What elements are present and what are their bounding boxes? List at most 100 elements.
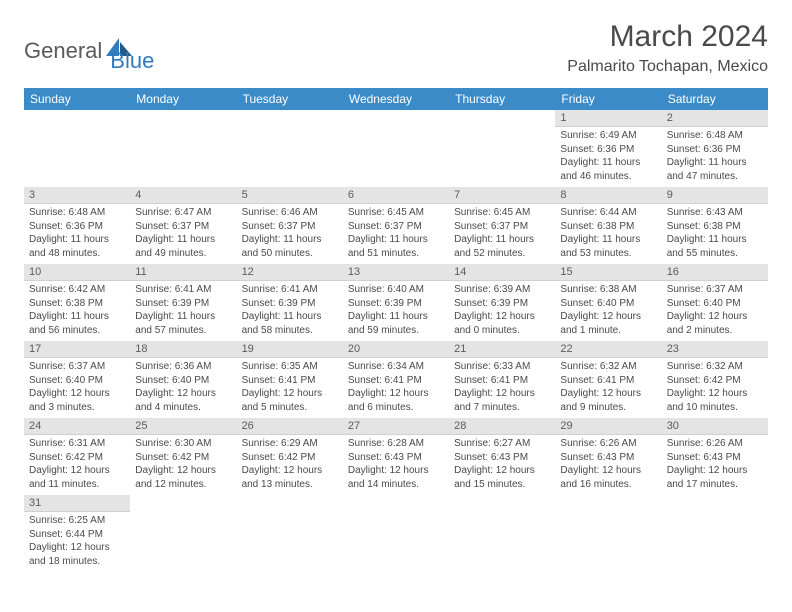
sunrise-line: Sunrise: 6:33 AM	[454, 360, 550, 374]
sunrise-line: Sunrise: 6:27 AM	[454, 437, 550, 451]
daylight-line: Daylight: 12 hours and 5 minutes.	[242, 387, 338, 414]
day-number-cell: 27	[343, 418, 449, 435]
sunset-line: Sunset: 6:41 PM	[560, 374, 656, 388]
day-body-row: Sunrise: 6:49 AMSunset: 6:36 PMDaylight:…	[24, 127, 768, 188]
sunrise-line: Sunrise: 6:40 AM	[348, 283, 444, 297]
sunset-line: Sunset: 6:43 PM	[560, 451, 656, 465]
daylight-line: Daylight: 12 hours and 10 minutes.	[667, 387, 763, 414]
day-body-cell: Sunrise: 6:27 AMSunset: 6:43 PMDaylight:…	[449, 435, 555, 496]
month-title: March 2024	[567, 20, 768, 54]
day-number-cell: 17	[24, 341, 130, 358]
day-body-cell: Sunrise: 6:46 AMSunset: 6:37 PMDaylight:…	[237, 204, 343, 265]
sunrise-line: Sunrise: 6:38 AM	[560, 283, 656, 297]
daylight-line: Daylight: 12 hours and 3 minutes.	[29, 387, 125, 414]
sunrise-line: Sunrise: 6:32 AM	[667, 360, 763, 374]
daylight-line: Daylight: 11 hours and 49 minutes.	[135, 233, 231, 260]
sunset-line: Sunset: 6:41 PM	[242, 374, 338, 388]
sunrise-line: Sunrise: 6:46 AM	[242, 206, 338, 220]
day-number-cell: 18	[130, 341, 236, 358]
sunset-line: Sunset: 6:40 PM	[29, 374, 125, 388]
day-number-cell: 3	[24, 187, 130, 204]
sunset-line: Sunset: 6:42 PM	[29, 451, 125, 465]
sunset-line: Sunset: 6:42 PM	[667, 374, 763, 388]
day-body-cell: Sunrise: 6:26 AMSunset: 6:43 PMDaylight:…	[555, 435, 661, 496]
daylight-line: Daylight: 11 hours and 46 minutes.	[560, 156, 656, 183]
day-number-cell: 16	[662, 264, 768, 281]
sunrise-line: Sunrise: 6:26 AM	[560, 437, 656, 451]
day-body-cell: Sunrise: 6:47 AMSunset: 6:37 PMDaylight:…	[130, 204, 236, 265]
day-number-row: 31	[24, 495, 768, 512]
day-number-cell	[24, 110, 130, 127]
weekday-header: Monday	[130, 88, 236, 110]
daylight-line: Daylight: 12 hours and 1 minute.	[560, 310, 656, 337]
day-body-cell	[449, 512, 555, 573]
day-body-row: Sunrise: 6:37 AMSunset: 6:40 PMDaylight:…	[24, 358, 768, 419]
logo-text-general: General	[24, 38, 102, 64]
weekday-header: Sunday	[24, 88, 130, 110]
daylight-line: Daylight: 12 hours and 9 minutes.	[560, 387, 656, 414]
sunrise-line: Sunrise: 6:37 AM	[29, 360, 125, 374]
day-number-row: 24252627282930	[24, 418, 768, 435]
day-number-cell: 14	[449, 264, 555, 281]
sunset-line: Sunset: 6:37 PM	[454, 220, 550, 234]
location-label: Palmarito Tochapan, Mexico	[567, 58, 768, 76]
sunset-line: Sunset: 6:42 PM	[135, 451, 231, 465]
day-body-cell	[237, 127, 343, 188]
day-number-cell	[343, 110, 449, 127]
sunrise-line: Sunrise: 6:45 AM	[454, 206, 550, 220]
sunset-line: Sunset: 6:44 PM	[29, 528, 125, 542]
day-number-cell	[449, 110, 555, 127]
day-number-cell	[343, 495, 449, 512]
day-number-cell: 22	[555, 341, 661, 358]
daylight-line: Daylight: 12 hours and 17 minutes.	[667, 464, 763, 491]
day-body-cell: Sunrise: 6:44 AMSunset: 6:38 PMDaylight:…	[555, 204, 661, 265]
day-number-cell: 11	[130, 264, 236, 281]
sunset-line: Sunset: 6:41 PM	[348, 374, 444, 388]
sunrise-line: Sunrise: 6:25 AM	[29, 514, 125, 528]
day-number-row: 10111213141516	[24, 264, 768, 281]
day-body-cell	[343, 127, 449, 188]
day-number-cell	[555, 495, 661, 512]
day-number-cell: 13	[343, 264, 449, 281]
daylight-line: Daylight: 12 hours and 12 minutes.	[135, 464, 231, 491]
sunrise-line: Sunrise: 6:41 AM	[135, 283, 231, 297]
day-body-cell: Sunrise: 6:36 AMSunset: 6:40 PMDaylight:…	[130, 358, 236, 419]
weekday-header-row: Sunday Monday Tuesday Wednesday Thursday…	[24, 88, 768, 110]
day-body-cell: Sunrise: 6:33 AMSunset: 6:41 PMDaylight:…	[449, 358, 555, 419]
daylight-line: Daylight: 11 hours and 56 minutes.	[29, 310, 125, 337]
day-body-row: Sunrise: 6:25 AMSunset: 6:44 PMDaylight:…	[24, 512, 768, 573]
day-body-cell: Sunrise: 6:43 AMSunset: 6:38 PMDaylight:…	[662, 204, 768, 265]
weekday-header: Tuesday	[237, 88, 343, 110]
day-body-cell: Sunrise: 6:45 AMSunset: 6:37 PMDaylight:…	[343, 204, 449, 265]
sunset-line: Sunset: 6:39 PM	[242, 297, 338, 311]
sunrise-line: Sunrise: 6:30 AM	[135, 437, 231, 451]
calendar-table: Sunday Monday Tuesday Wednesday Thursday…	[24, 88, 768, 572]
day-body-cell: Sunrise: 6:32 AMSunset: 6:42 PMDaylight:…	[662, 358, 768, 419]
day-number-cell: 29	[555, 418, 661, 435]
sunset-line: Sunset: 6:38 PM	[29, 297, 125, 311]
day-number-cell	[130, 110, 236, 127]
day-number-cell: 25	[130, 418, 236, 435]
day-number-cell	[449, 495, 555, 512]
sunrise-line: Sunrise: 6:29 AM	[242, 437, 338, 451]
daylight-line: Daylight: 12 hours and 15 minutes.	[454, 464, 550, 491]
day-body-cell: Sunrise: 6:28 AMSunset: 6:43 PMDaylight:…	[343, 435, 449, 496]
day-body-cell: Sunrise: 6:25 AMSunset: 6:44 PMDaylight:…	[24, 512, 130, 573]
sunset-line: Sunset: 6:42 PM	[242, 451, 338, 465]
title-block: March 2024 Palmarito Tochapan, Mexico	[567, 20, 768, 76]
day-number-cell: 20	[343, 341, 449, 358]
calendar-body: 12Sunrise: 6:49 AMSunset: 6:36 PMDayligh…	[24, 110, 768, 572]
day-number-cell	[237, 110, 343, 127]
daylight-line: Daylight: 12 hours and 11 minutes.	[29, 464, 125, 491]
sunrise-line: Sunrise: 6:48 AM	[29, 206, 125, 220]
day-number-row: 12	[24, 110, 768, 127]
day-body-row: Sunrise: 6:31 AMSunset: 6:42 PMDaylight:…	[24, 435, 768, 496]
sunrise-line: Sunrise: 6:31 AM	[29, 437, 125, 451]
day-number-cell: 24	[24, 418, 130, 435]
day-number-cell: 4	[130, 187, 236, 204]
sunset-line: Sunset: 6:38 PM	[560, 220, 656, 234]
day-number-cell: 1	[555, 110, 661, 127]
daylight-line: Daylight: 12 hours and 0 minutes.	[454, 310, 550, 337]
sunset-line: Sunset: 6:36 PM	[560, 143, 656, 157]
day-number-cell: 26	[237, 418, 343, 435]
